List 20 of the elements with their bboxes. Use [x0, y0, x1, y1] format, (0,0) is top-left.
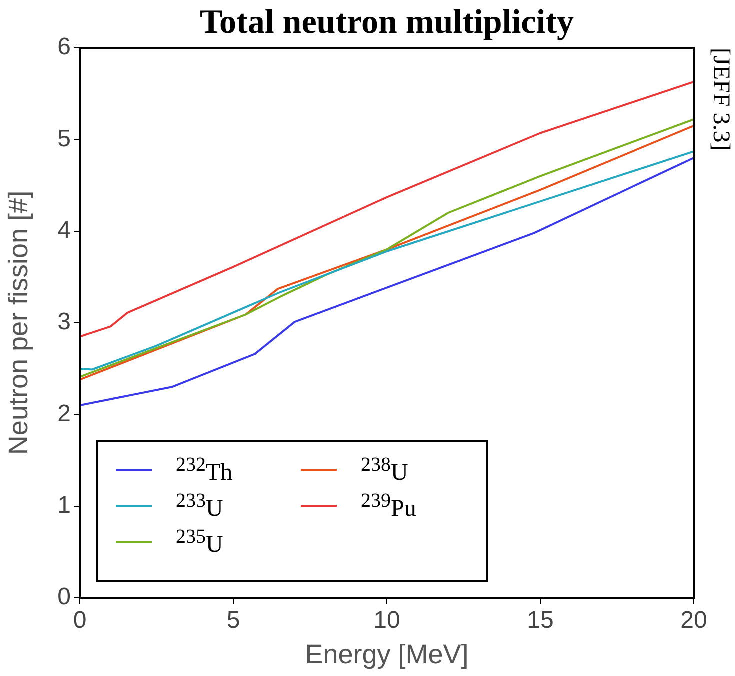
y-tick-label: 0: [58, 584, 71, 611]
y-axis-title: Neutron per fission [#]: [4, 190, 34, 456]
y-tick-label: 5: [58, 125, 71, 152]
y-tick-label: 2: [58, 400, 71, 428]
legend-label: $^{239}$Pu: [361, 490, 416, 522]
x-axis-title: Energy [MeV]: [305, 639, 469, 670]
legend-label: $^{232}$Th: [176, 454, 233, 486]
y-tick-label: 3: [58, 308, 71, 336]
text: [JEFF 3.3]: [707, 48, 734, 153]
legend-label: $^{235}$U: [176, 526, 224, 558]
legend-label: $^{238}$U: [361, 454, 408, 486]
x-tick-label: 10: [374, 607, 400, 634]
x-tick-label: 15: [527, 607, 554, 634]
y-tick-label: 4: [58, 216, 71, 244]
x-tick-label: 20: [680, 607, 708, 634]
y-tick-label: 1: [58, 492, 71, 519]
chart-title: Total neutron multiplicity: [198, 4, 576, 42]
x-tick-label: 5: [226, 607, 240, 634]
legend-label: $^{233}$U: [176, 490, 224, 522]
y-tick-label: 6: [58, 34, 71, 61]
